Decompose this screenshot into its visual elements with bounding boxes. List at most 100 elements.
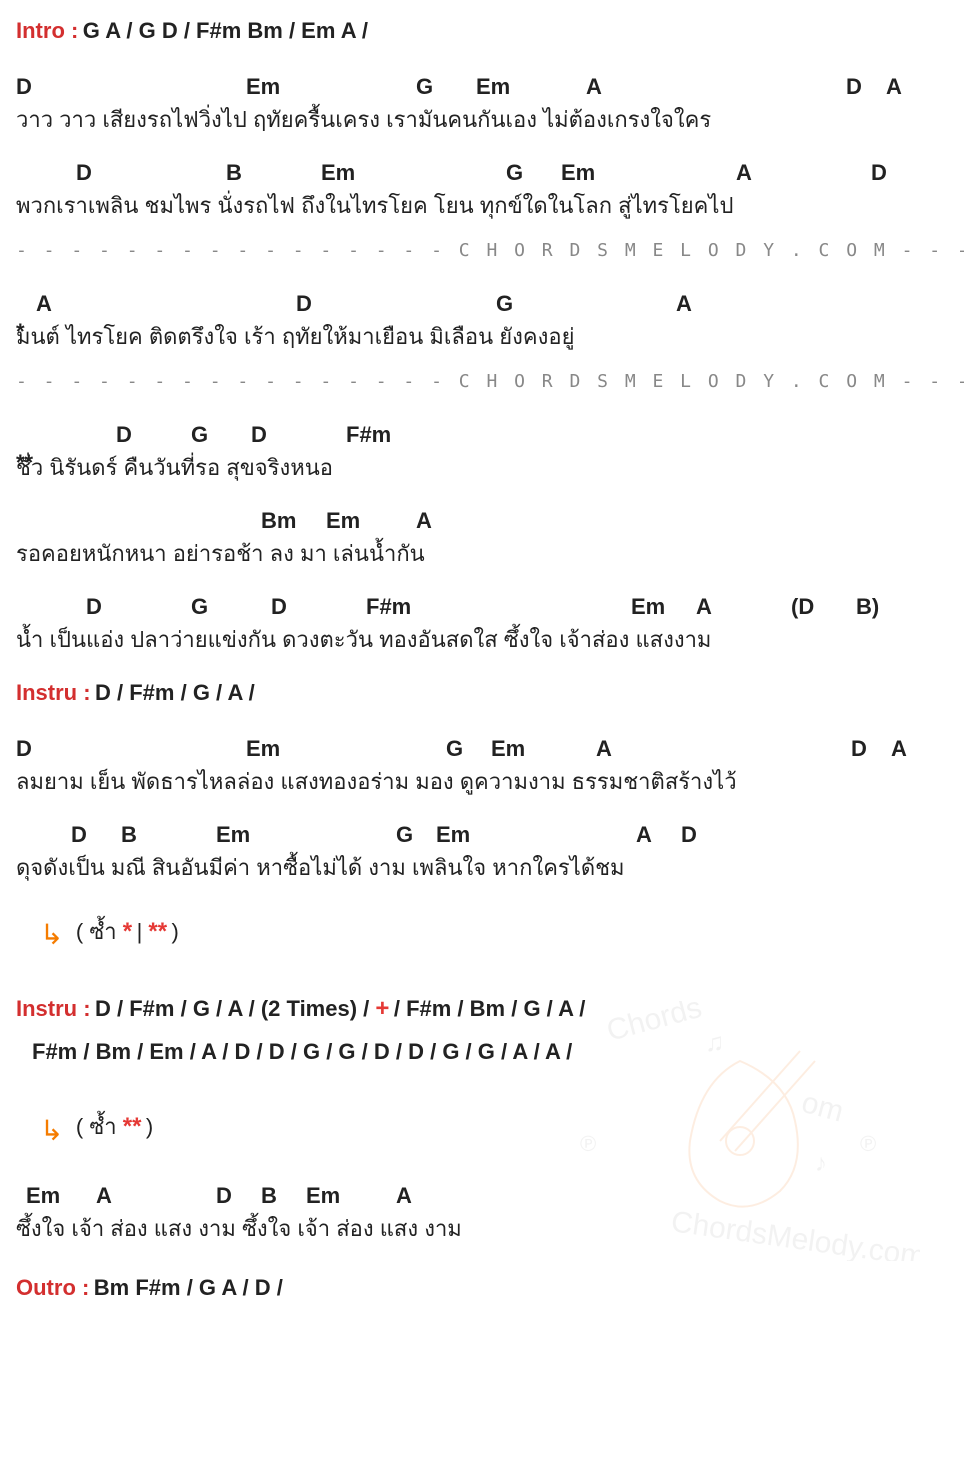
- svg-text:♪: ♪: [815, 1150, 827, 1177]
- intro-chords: G A / G D / F#m Bm / Em A /: [83, 18, 368, 43]
- lyric-text: ลมยาม เย็น พัดธารไหลล่อง แสงทองอร่าม มอง…: [16, 764, 737, 799]
- repeat-block: ↳ ( ซ้ำ * | ** ): [16, 914, 964, 951]
- repeat-text: ( ซ้ำ: [76, 919, 123, 944]
- chord: Em: [246, 736, 280, 762]
- chord: B: [226, 160, 242, 186]
- chord-row: DGDF#mEmA(DB): [16, 594, 964, 622]
- star-icon: **: [123, 1113, 142, 1140]
- repeat-pipe: |: [137, 919, 149, 944]
- chord: A: [676, 291, 692, 317]
- chord: D: [871, 160, 887, 186]
- lyric-row: รอคอยหนักหนา อย่ารอช้า ลง มา เล่นน้ำกัน: [16, 536, 964, 564]
- chord: Em: [476, 74, 510, 100]
- chord: Em: [631, 594, 665, 620]
- lyric-row: พวกเราเพลิน ชมไพร นั่งรถไฟ ถึงในไทรโยค โ…: [16, 188, 964, 216]
- chord: G: [191, 422, 208, 448]
- lyric-text: น้ำ เป็นแอ่ง ปลาว่ายแข่งกัน ดวงตะวัน ทอง…: [16, 622, 711, 657]
- chord: A: [416, 508, 432, 534]
- chord: A: [886, 74, 902, 100]
- chord: G: [506, 160, 523, 186]
- outro-label: Outro :: [16, 1275, 89, 1300]
- chord: D: [251, 422, 267, 448]
- repeat-text: ): [146, 1114, 153, 1139]
- chord-row: ADGA: [16, 291, 964, 319]
- chord: A: [596, 736, 612, 762]
- verse1-line2: DBEmGEmAD พวกเราเพลิน ชมไพร นั่งรถไฟ ถึง…: [16, 160, 964, 216]
- instru-chords: / F#m / Bm / G / A /: [394, 996, 586, 1021]
- chord: B): [856, 594, 879, 620]
- chord: D: [681, 822, 697, 848]
- lyric-row: * มนต์ ไทรโยค ติดตรึงใจ เร้า ฤทัยให้มาเย…: [16, 319, 964, 347]
- repeat-block: ↳ ( ซ้ำ ** ): [16, 1109, 964, 1146]
- instru-label: Instru :: [16, 996, 91, 1021]
- chord-row: DEmGEmADA: [16, 74, 964, 102]
- instru-label: Instru :: [16, 680, 91, 705]
- verse2-line1: DEmGEmADA ลมยาม เย็น พัดธารไหลล่อง แสงทอ…: [16, 736, 964, 792]
- repeat-text: ): [172, 919, 179, 944]
- outro-chords: Bm F#m / G A / D /: [94, 1275, 283, 1300]
- lyric-text: ชั่ว นิรันดร์ คืนวันที่รอ สุขจริงหนอ: [16, 450, 333, 485]
- chord: D: [296, 291, 312, 317]
- chord: G: [396, 822, 413, 848]
- instru-chords: D / F#m / G / A / (2 Times) /: [95, 996, 375, 1021]
- chord: Em: [326, 508, 360, 534]
- lyric-row: วาว วาว เสียงรถไฟวิ่งไป ฤทัยครื้นเครง เร…: [16, 102, 964, 130]
- intro-line: Intro : G A / G D / F#m Bm / Em A /: [16, 18, 964, 44]
- lyric-row: น้ำ เป็นแอ่ง ปลาว่ายแข่งกัน ดวงตะวัน ทอง…: [16, 622, 964, 650]
- instru1-line: Instru : D / F#m / G / A /: [16, 680, 964, 706]
- lyric-text: ซึ้งใจ เจ้า ส่อง แสง งาม ซึ้งใจ เจ้า ส่อ…: [16, 1211, 462, 1246]
- chord: Em: [306, 1183, 340, 1209]
- chord: Em: [491, 736, 525, 762]
- lyric-row: ** ชั่ว นิรันดร์ คืนวันที่รอ สุขจริงหนอ: [16, 450, 964, 478]
- chord-row: DEmGEmADA: [16, 736, 964, 764]
- chord-row: DBEmGEmAD: [16, 160, 964, 188]
- chord: Em: [26, 1183, 60, 1209]
- chord: Em: [321, 160, 355, 186]
- chord-row: D G D F#m: [16, 422, 964, 450]
- repeat-arrow-icon: ↳: [40, 1114, 63, 1147]
- verse2-line2: DBEmGEmAD ดุจดังเป็น มณี สินอันมีค่า หาซ…: [16, 822, 964, 878]
- chord: D: [16, 74, 32, 100]
- chord-row: DBEmGEmAD: [16, 822, 964, 850]
- lyric-row: ลมยาม เย็น พัดธารไหลล่อง แสงทองอร่าม มอง…: [16, 764, 964, 792]
- chord: D: [851, 736, 867, 762]
- chord: Em: [436, 822, 470, 848]
- chord: D: [846, 74, 862, 100]
- chord: G: [446, 736, 463, 762]
- chord: G: [191, 594, 208, 620]
- instru2-line2: F#m / Bm / Em / A / D / D / G / G / D / …: [16, 1039, 964, 1065]
- lyric-row: ซึ้งใจ เจ้า ส่อง แสง งาม ซึ้งใจ เจ้า ส่อ…: [16, 1211, 964, 1239]
- chord-row: EmADBEmA: [16, 1183, 964, 1211]
- divider: - - - - - - - - - - - - - - - - C H O R …: [16, 371, 964, 392]
- chord: A: [586, 74, 602, 100]
- divider: - - - - - - - - - - - - - - - - C H O R …: [16, 240, 964, 261]
- chord: D: [71, 822, 87, 848]
- chord: D: [116, 422, 132, 448]
- chord: Bm: [261, 508, 296, 534]
- lyric-text: รอคอยหนักหนา อย่ารอช้า ลง มา เล่นน้ำกัน: [16, 536, 425, 571]
- chord: D: [271, 594, 287, 620]
- chorus-line2: Bm Em A รอคอยหนักหนา อย่ารอช้า ลง มา เล่นน…: [16, 508, 964, 564]
- lyric-text: มนต์ ไทรโยค ติดตรึงใจ เร้า ฤทัยให้มาเยือ…: [16, 319, 574, 354]
- chord: F#m: [366, 594, 411, 620]
- lyric-text: ดุจดังเป็น มณี สินอันมีค่า หาซื้อไม่ได้ …: [16, 850, 625, 885]
- chord: (D: [791, 594, 814, 620]
- chord: F#m: [346, 422, 391, 448]
- outro-line: Outro : Bm F#m / G A / D /: [16, 1275, 964, 1301]
- instru-chords: D / F#m / G / A /: [95, 680, 255, 705]
- chord: B: [121, 822, 137, 848]
- chord: G: [496, 291, 513, 317]
- chord: A: [736, 160, 752, 186]
- chord: D: [86, 594, 102, 620]
- chord: Em: [216, 822, 250, 848]
- star-icon: **: [148, 918, 167, 945]
- chord: D: [16, 736, 32, 762]
- repeat-arrow-icon: ↳: [40, 918, 63, 951]
- chord: D: [216, 1183, 232, 1209]
- bridge-line: ADGA * มนต์ ไทรโยค ติดตรึงใจ เร้า ฤทัยให…: [16, 291, 964, 347]
- instru2-line1: Instru : D / F#m / G / A / (2 Times) / +…: [16, 995, 964, 1023]
- chord: B: [261, 1183, 277, 1209]
- lyric-text: พวกเราเพลิน ชมไพร นั่งรถไฟ ถึงในไทรโยค โ…: [16, 188, 733, 223]
- lyric-row: ดุจดังเป็น มณี สินอันมีค่า หาซื้อไม่ได้ …: [16, 850, 964, 878]
- chord: Em: [561, 160, 595, 186]
